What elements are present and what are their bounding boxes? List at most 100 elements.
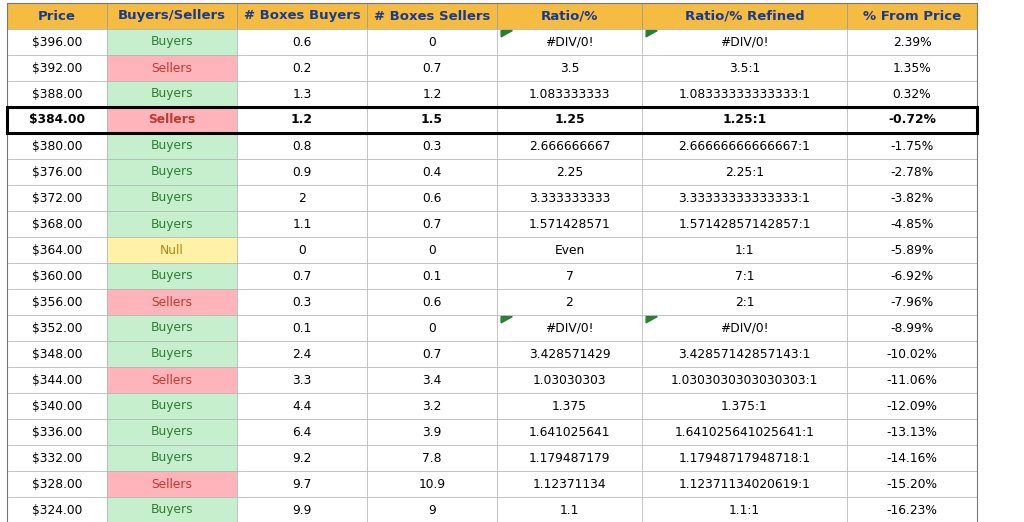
Text: 3.333333333: 3.333333333 bbox=[528, 192, 610, 205]
Bar bbox=[497, 211, 642, 237]
Bar bbox=[367, 263, 497, 289]
Bar bbox=[237, 107, 367, 133]
Text: $368.00: $368.00 bbox=[32, 218, 82, 231]
Text: -2.78%: -2.78% bbox=[891, 165, 934, 179]
Text: Buyers: Buyers bbox=[151, 425, 194, 438]
Bar bbox=[237, 81, 367, 107]
Text: 0.1: 0.1 bbox=[422, 269, 441, 282]
Text: 2.66666666666667:1: 2.66666666666667:1 bbox=[679, 139, 810, 152]
Bar bbox=[497, 471, 642, 497]
Bar bbox=[497, 29, 642, 55]
Bar bbox=[106, 471, 237, 497]
Bar bbox=[7, 445, 106, 471]
Bar bbox=[7, 55, 106, 81]
Bar bbox=[847, 419, 977, 445]
Bar bbox=[367, 471, 497, 497]
Bar bbox=[367, 367, 497, 393]
Bar bbox=[367, 81, 497, 107]
Bar bbox=[642, 81, 847, 107]
Text: Buyers: Buyers bbox=[151, 452, 194, 465]
Text: 0: 0 bbox=[298, 243, 306, 256]
Text: 6.4: 6.4 bbox=[292, 425, 311, 438]
Text: #DIV/0!: #DIV/0! bbox=[720, 322, 769, 335]
Bar bbox=[642, 237, 847, 263]
Text: -4.85%: -4.85% bbox=[890, 218, 934, 231]
Text: $380.00: $380.00 bbox=[32, 139, 82, 152]
Text: 0.2: 0.2 bbox=[292, 62, 311, 75]
Bar bbox=[497, 393, 642, 419]
Bar bbox=[106, 55, 237, 81]
Text: 9: 9 bbox=[428, 504, 436, 516]
Bar bbox=[497, 237, 642, 263]
Bar bbox=[847, 289, 977, 315]
Bar bbox=[847, 107, 977, 133]
Bar bbox=[7, 185, 106, 211]
Text: Buyers: Buyers bbox=[151, 192, 194, 205]
Bar bbox=[106, 237, 237, 263]
Polygon shape bbox=[501, 31, 512, 37]
Text: $332.00: $332.00 bbox=[32, 452, 82, 465]
Bar bbox=[367, 393, 497, 419]
Bar bbox=[497, 497, 642, 522]
Text: 0.4: 0.4 bbox=[422, 165, 441, 179]
Bar bbox=[642, 3, 847, 29]
Text: 1.12371134020619:1: 1.12371134020619:1 bbox=[679, 478, 810, 491]
Bar bbox=[847, 367, 977, 393]
Bar bbox=[7, 341, 106, 367]
Text: $396.00: $396.00 bbox=[32, 35, 82, 49]
Text: Buyers: Buyers bbox=[151, 218, 194, 231]
Text: -6.92%: -6.92% bbox=[891, 269, 934, 282]
Bar bbox=[7, 3, 106, 29]
Text: 0: 0 bbox=[428, 322, 436, 335]
Text: $336.00: $336.00 bbox=[32, 425, 82, 438]
Bar bbox=[642, 263, 847, 289]
Polygon shape bbox=[646, 316, 657, 323]
Bar bbox=[237, 471, 367, 497]
Text: 0.6: 0.6 bbox=[292, 35, 311, 49]
Text: 1.571428571: 1.571428571 bbox=[528, 218, 610, 231]
Bar bbox=[7, 497, 106, 522]
Text: % From Price: % From Price bbox=[863, 9, 962, 22]
Text: 3.33333333333333:1: 3.33333333333333:1 bbox=[679, 192, 810, 205]
Bar bbox=[106, 81, 237, 107]
Bar bbox=[847, 471, 977, 497]
Bar bbox=[7, 393, 106, 419]
Bar bbox=[106, 29, 237, 55]
Bar bbox=[497, 81, 642, 107]
Bar bbox=[367, 159, 497, 185]
Text: 1.179487179: 1.179487179 bbox=[528, 452, 610, 465]
Bar bbox=[642, 211, 847, 237]
Bar bbox=[237, 29, 367, 55]
Text: Buyers: Buyers bbox=[151, 504, 194, 516]
Text: 1.2: 1.2 bbox=[291, 113, 313, 126]
Text: 1.641025641025641:1: 1.641025641025641:1 bbox=[675, 425, 814, 438]
Text: 0.32%: 0.32% bbox=[893, 88, 931, 101]
Bar bbox=[367, 497, 497, 522]
Bar bbox=[847, 55, 977, 81]
Text: $388.00: $388.00 bbox=[32, 88, 82, 101]
Bar bbox=[497, 445, 642, 471]
Bar bbox=[847, 445, 977, 471]
Bar bbox=[237, 367, 367, 393]
Bar bbox=[237, 315, 367, 341]
Bar bbox=[367, 315, 497, 341]
Text: -8.99%: -8.99% bbox=[891, 322, 934, 335]
Text: 2.25:1: 2.25:1 bbox=[725, 165, 764, 179]
Text: # Boxes Sellers: # Boxes Sellers bbox=[374, 9, 490, 22]
Bar bbox=[847, 393, 977, 419]
Bar bbox=[642, 315, 847, 341]
Text: -16.23%: -16.23% bbox=[887, 504, 937, 516]
Text: -14.16%: -14.16% bbox=[887, 452, 937, 465]
Bar bbox=[237, 263, 367, 289]
Bar bbox=[237, 341, 367, 367]
Text: 2.25: 2.25 bbox=[556, 165, 583, 179]
Text: Buyers: Buyers bbox=[151, 139, 194, 152]
Text: -5.89%: -5.89% bbox=[890, 243, 934, 256]
Text: $348.00: $348.00 bbox=[32, 348, 82, 361]
Text: 3.5:1: 3.5:1 bbox=[729, 62, 760, 75]
Bar bbox=[367, 185, 497, 211]
Bar bbox=[237, 159, 367, 185]
Bar bbox=[106, 159, 237, 185]
Bar bbox=[237, 419, 367, 445]
Text: 1.03030303: 1.03030303 bbox=[532, 374, 606, 386]
